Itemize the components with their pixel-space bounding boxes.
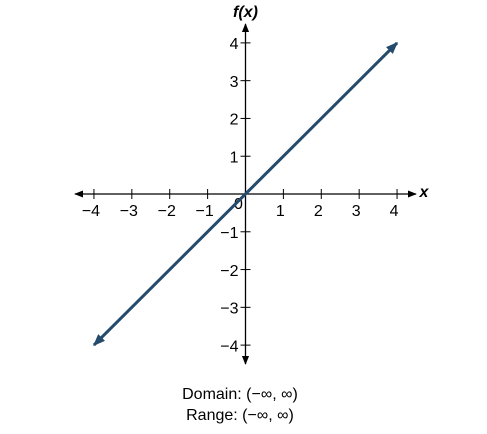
y-tick-label: 2 [230, 112, 239, 129]
x-tick-label: 3 [352, 203, 361, 220]
y-tick-label: −4 [220, 338, 238, 355]
annotation: Domain: (−∞, ∞) [182, 386, 298, 403]
x-tick-label: −2 [158, 203, 176, 220]
x-tick-label: 2 [314, 203, 323, 220]
function-line [92, 41, 399, 347]
x-tick-label: −1 [195, 203, 213, 220]
y-tick-label: −2 [220, 263, 238, 280]
y-tick-label: 1 [230, 149, 239, 166]
y-axis-label: f(x) [233, 4, 258, 21]
y-tick-label: −1 [220, 225, 238, 242]
x-tick-label: 4 [390, 203, 399, 220]
y-tick-label: 4 [230, 36, 239, 53]
x-tick-label: 1 [276, 203, 285, 220]
x-axis-label: x [419, 184, 430, 201]
y-tick-label: −3 [220, 301, 238, 318]
y-tick-label: 3 [230, 74, 239, 91]
x-tick-label: −4 [82, 203, 100, 220]
annotation: Range: (−∞, ∞) [186, 407, 294, 424]
x-tick-label: −3 [120, 203, 138, 220]
